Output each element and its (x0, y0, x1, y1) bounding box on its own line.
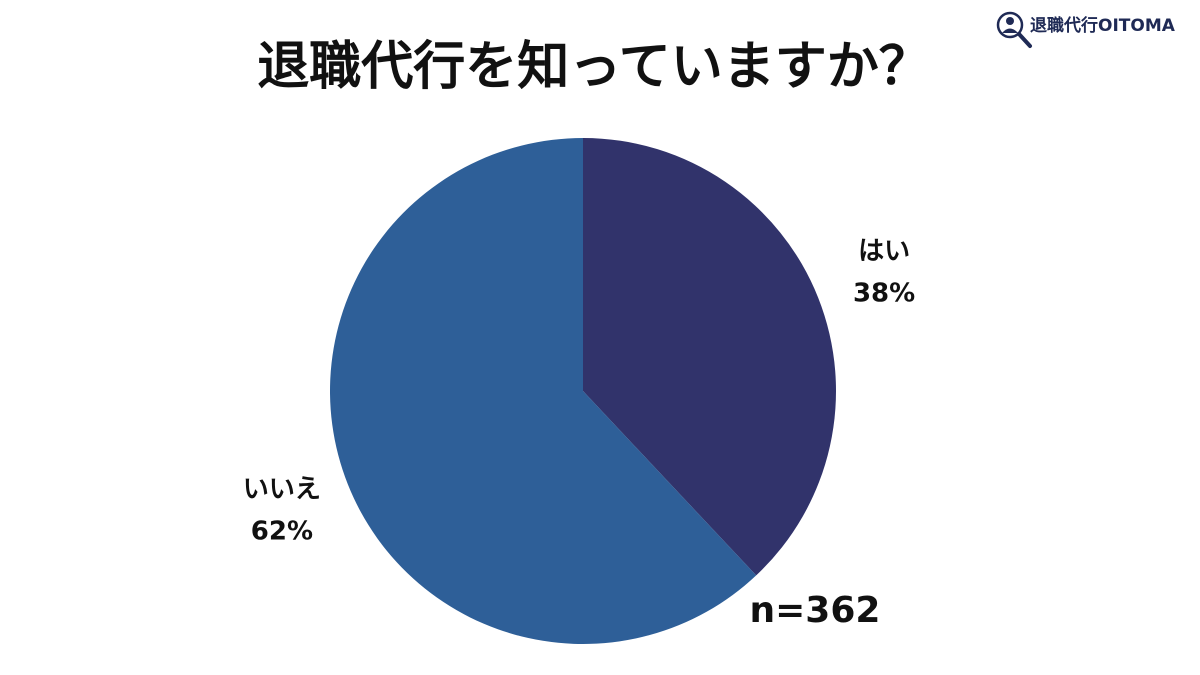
logo-icon-body (1002, 28, 1018, 33)
logo-text: 退職代行OITOMA (1030, 15, 1176, 36)
sample-size: n=362 (750, 590, 881, 631)
logo-icon-head (1006, 17, 1014, 25)
logo: 退職代行OITOMA (996, 11, 1176, 48)
logo-icon (996, 11, 1024, 39)
value-label: 62% (251, 517, 313, 547)
slice-label: はい (858, 236, 910, 266)
logo-icon-handle (1017, 32, 1032, 48)
pie-slice (583, 138, 837, 576)
chart-title: 退職代行を知っていますか？ (257, 37, 930, 97)
pie-slice (330, 138, 757, 644)
slice-label: いいえ (243, 475, 321, 505)
value-label: 38% (853, 278, 915, 308)
